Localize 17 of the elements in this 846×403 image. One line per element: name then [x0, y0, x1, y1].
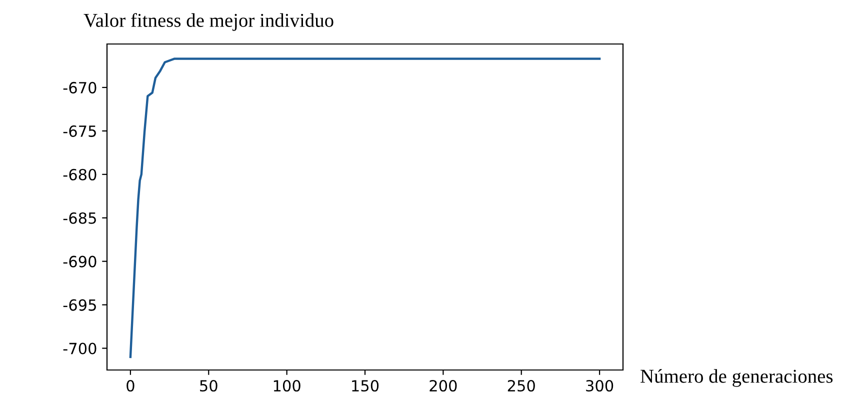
x-tick-label: 200: [430, 380, 457, 392]
line-series: [129, 58, 601, 358]
y-axis-title: Valor fitness de mejor individuo: [84, 13, 334, 31]
y-tick-label: -700: [63, 342, 96, 354]
x-tick-label: 150: [352, 380, 379, 392]
y-tick-label: -675: [63, 125, 96, 137]
y-tick-label: -685: [63, 212, 96, 224]
x-tick-label: 300: [586, 380, 614, 392]
y-tick-label: -695: [63, 299, 96, 311]
y-tick-label: -690: [63, 256, 96, 268]
x-axis-title: Número de generaciones: [640, 369, 833, 387]
y-tick-label: -670: [63, 82, 96, 94]
x-tick-label: 100: [274, 380, 300, 392]
x-tick-label: 250: [508, 380, 535, 392]
x-tick-label: 0: [126, 380, 134, 392]
y-tick-label: -680: [63, 168, 96, 180]
x-tick-label: 50: [200, 380, 218, 392]
